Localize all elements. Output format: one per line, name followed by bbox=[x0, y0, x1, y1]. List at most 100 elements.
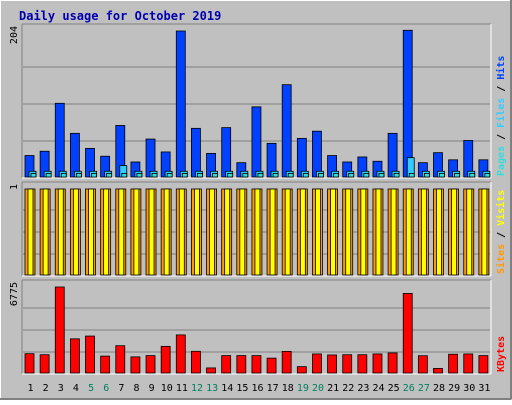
x-axis-day-labels: 1 2 3 4 5 6 7 8 9 10 11 12 13 14 15 16 17 18 19 20 21 22 23 24 2… bbox=[28, 383, 491, 394]
bar-kbytes bbox=[69, 338, 80, 374]
bar-visits bbox=[466, 188, 473, 276]
bar-pages bbox=[121, 173, 128, 178]
bar-kbytes bbox=[236, 355, 247, 374]
bars-visits-sites bbox=[24, 188, 490, 276]
bar-kbytes bbox=[478, 355, 489, 374]
bar-kbytes bbox=[387, 352, 398, 374]
day-label: 28 bbox=[433, 383, 445, 394]
day-label: 26 bbox=[403, 383, 415, 394]
bar-pages bbox=[333, 173, 339, 178]
bar-visits bbox=[103, 188, 110, 276]
bar-kbytes bbox=[24, 353, 35, 374]
bar-kbytes bbox=[312, 353, 322, 374]
day-label: 1 bbox=[28, 383, 34, 394]
legend-item-files: Files bbox=[495, 98, 507, 128]
bar-kbytes bbox=[85, 335, 95, 374]
legend-item-kbytes: KBytes bbox=[496, 336, 507, 372]
bar-pages bbox=[302, 173, 309, 178]
bar-pages bbox=[423, 173, 430, 178]
legend-separator: / bbox=[496, 128, 507, 146]
bar-visits bbox=[163, 188, 170, 276]
bar-visits bbox=[284, 188, 291, 276]
bar-pages bbox=[363, 173, 370, 178]
bar-visits bbox=[42, 188, 49, 276]
bar-visits bbox=[330, 188, 336, 276]
bar-visits bbox=[224, 188, 231, 276]
legend-visits-sites: Sites / Visits bbox=[495, 190, 507, 274]
bar-kbytes bbox=[206, 367, 216, 374]
day-label: 14 bbox=[221, 383, 233, 394]
day-label: 31 bbox=[478, 383, 490, 394]
bar-visits bbox=[88, 188, 94, 276]
bar-visits bbox=[194, 188, 200, 276]
bar-pages bbox=[348, 173, 355, 178]
bar-pages bbox=[287, 173, 294, 178]
bar-pages bbox=[45, 173, 52, 178]
day-label: 25 bbox=[388, 383, 400, 394]
bar-hits bbox=[402, 29, 413, 178]
bar-visits bbox=[72, 188, 79, 276]
bar-kbytes bbox=[221, 355, 232, 374]
bar-visits bbox=[178, 188, 185, 276]
bar-visits bbox=[315, 188, 321, 276]
bar-visits bbox=[345, 188, 352, 276]
bar-pages bbox=[242, 173, 249, 178]
bar-visits bbox=[390, 188, 397, 276]
bar-visits bbox=[133, 188, 140, 276]
bar-pages bbox=[408, 173, 415, 178]
bars-hits-files-pages bbox=[24, 29, 491, 178]
bar-visits bbox=[420, 188, 427, 276]
bar-kbytes bbox=[100, 355, 111, 374]
day-label: 30 bbox=[463, 383, 475, 394]
bar-pages bbox=[318, 173, 324, 178]
bar-visits bbox=[451, 188, 458, 276]
day-label: 12 bbox=[191, 383, 203, 394]
bar-kbytes bbox=[372, 353, 383, 374]
bar-pages bbox=[257, 173, 264, 178]
bar-hits bbox=[387, 132, 398, 178]
legend-item-sites: Sites bbox=[495, 244, 507, 274]
day-label: 23 bbox=[357, 383, 369, 394]
bar-visits bbox=[57, 188, 64, 276]
bar-kbytes bbox=[115, 345, 126, 374]
bar-kbytes bbox=[448, 353, 459, 374]
bar-visits bbox=[209, 188, 215, 276]
day-label: 18 bbox=[282, 383, 294, 394]
bar-visits bbox=[27, 188, 34, 276]
bar-pages bbox=[272, 173, 279, 178]
day-label: 17 bbox=[267, 383, 279, 394]
bar-pages bbox=[30, 173, 37, 178]
bar-visits bbox=[299, 188, 306, 276]
bar-pages bbox=[106, 173, 113, 178]
bar-pages bbox=[484, 173, 491, 178]
bar-pages bbox=[166, 173, 173, 178]
day-label: 7 bbox=[118, 383, 124, 394]
bar-kbytes bbox=[463, 353, 474, 374]
y-max-label-hits-files-pages: 204 bbox=[9, 26, 20, 44]
bar-hits bbox=[312, 130, 322, 178]
bar-kbytes bbox=[251, 355, 262, 374]
legend-item-visits: Visits bbox=[495, 190, 507, 226]
legend-kbytes: KBytes bbox=[496, 336, 507, 372]
bar-kbytes bbox=[39, 354, 50, 374]
bar-kbytes bbox=[266, 357, 277, 374]
day-label: 11 bbox=[176, 383, 188, 394]
bar-visits bbox=[239, 188, 246, 276]
bar-kbytes bbox=[160, 345, 171, 374]
bar-kbytes bbox=[402, 293, 413, 374]
bar-visits bbox=[375, 188, 382, 276]
day-label: 24 bbox=[373, 383, 385, 394]
bar-kbytes bbox=[342, 354, 353, 374]
day-label: 10 bbox=[161, 383, 173, 394]
bar-pages bbox=[227, 173, 234, 178]
bar-kbytes bbox=[54, 286, 65, 374]
bar-kbytes bbox=[296, 366, 307, 374]
bar-hits bbox=[251, 106, 262, 178]
bar-pages bbox=[439, 173, 445, 178]
bar-pages bbox=[91, 173, 97, 178]
bar-hits bbox=[69, 132, 80, 178]
bar-kbytes bbox=[175, 334, 186, 374]
bar-kbytes bbox=[130, 356, 141, 374]
